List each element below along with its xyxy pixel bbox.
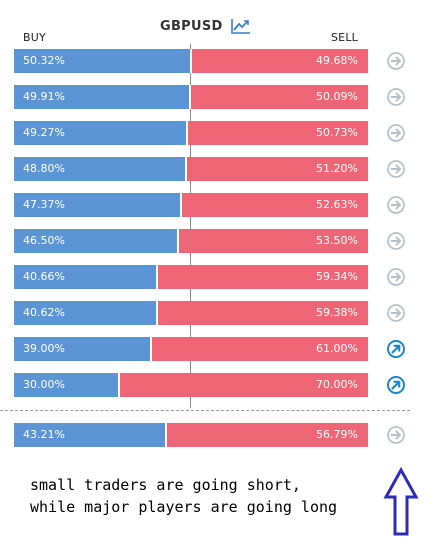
buy-bar bbox=[14, 423, 167, 447]
sell-percentage: 59.34% bbox=[316, 270, 358, 283]
arrow-right-circle-icon[interactable] bbox=[386, 303, 406, 323]
sell-percentage: 52.63% bbox=[316, 198, 358, 211]
sentiment-row: 50.32% 49.68% bbox=[14, 49, 368, 73]
sell-bar: 30.00% 70.00% bbox=[14, 373, 368, 397]
buy-percentage: 48.80% bbox=[23, 162, 65, 175]
sentiment-row: 49.91% 50.09% bbox=[14, 85, 368, 109]
buy-bar bbox=[14, 121, 188, 145]
buy-bar bbox=[14, 229, 179, 253]
sell-percentage: 50.09% bbox=[316, 90, 358, 103]
sell-percentage: 70.00% bbox=[316, 378, 358, 391]
annotation-line-1: small traders are going short, bbox=[30, 476, 301, 494]
sentiment-row: 48.80% 51.20% bbox=[14, 157, 368, 181]
sell-column-label: SELL bbox=[331, 31, 358, 44]
arrow-up-right-circle-icon[interactable] bbox=[386, 375, 406, 395]
buy-percentage: 49.27% bbox=[23, 126, 65, 139]
sell-percentage: 50.73% bbox=[316, 126, 358, 139]
sell-percentage: 59.38% bbox=[316, 306, 358, 319]
sell-bar: 50.32% 49.68% bbox=[14, 49, 368, 73]
sentiment-row: 49.27% 50.73% bbox=[14, 121, 368, 145]
sell-percentage: 53.50% bbox=[316, 234, 358, 247]
buy-percentage: 46.50% bbox=[23, 234, 65, 247]
buy-percentage: 43.21% bbox=[23, 428, 65, 441]
sell-bar: 43.21% 56.79% bbox=[14, 423, 368, 447]
arrow-right-circle-icon[interactable] bbox=[386, 231, 406, 251]
sell-bar: 39.00% 61.00% bbox=[14, 337, 368, 361]
arrow-right-circle-icon[interactable] bbox=[386, 425, 406, 445]
arrow-right-circle-icon[interactable] bbox=[386, 267, 406, 287]
outline-up-arrow-icon bbox=[383, 467, 419, 536]
sell-bar: 46.50% 53.50% bbox=[14, 229, 368, 253]
arrow-right-circle-icon[interactable] bbox=[386, 123, 406, 143]
trending-up-icon[interactable] bbox=[230, 18, 251, 34]
sell-bar: 48.80% 51.20% bbox=[14, 157, 368, 181]
sell-bar: 40.66% 59.34% bbox=[14, 265, 368, 289]
sell-percentage: 51.20% bbox=[316, 162, 358, 175]
buy-percentage: 50.32% bbox=[23, 54, 65, 67]
sell-bar: 40.62% 59.38% bbox=[14, 301, 368, 325]
sentiment-row: 47.37% 52.63% bbox=[14, 193, 368, 217]
sentiment-row: 40.62% 59.38% bbox=[14, 301, 368, 325]
sentiment-row: 39.00% 61.00% bbox=[14, 337, 368, 361]
symbol-title[interactable]: GBPUSD bbox=[160, 18, 223, 34]
sentiment-row: 40.66% 59.34% bbox=[14, 265, 368, 289]
buy-percentage: 40.66% bbox=[23, 270, 65, 283]
sell-percentage: 61.00% bbox=[316, 342, 358, 355]
buy-column-label: BUY bbox=[23, 31, 46, 44]
sell-bar: 47.37% 52.63% bbox=[14, 193, 368, 217]
sentiment-row: 30.00% 70.00% bbox=[14, 373, 368, 397]
arrow-right-circle-icon[interactable] bbox=[386, 159, 406, 179]
sell-percentage: 49.68% bbox=[316, 54, 358, 67]
symbol-header: GBPUSD bbox=[160, 16, 251, 36]
buy-bar bbox=[14, 85, 191, 109]
sell-percentage: 56.79% bbox=[316, 428, 358, 441]
buy-percentage: 49.91% bbox=[23, 90, 65, 103]
buy-percentage: 47.37% bbox=[23, 198, 65, 211]
buy-bar bbox=[14, 337, 152, 361]
arrow-right-circle-icon[interactable] bbox=[386, 87, 406, 107]
buy-bar bbox=[14, 301, 158, 325]
buy-bar bbox=[14, 157, 187, 181]
summary-divider bbox=[0, 410, 410, 411]
sentiment-row: 46.50% 53.50% bbox=[14, 229, 368, 253]
buy-bar bbox=[14, 373, 120, 397]
annotation-note: small traders are going short, while maj… bbox=[30, 474, 337, 518]
arrow-right-circle-icon[interactable] bbox=[386, 195, 406, 215]
buy-bar bbox=[14, 193, 182, 217]
summary-row: 43.21% 56.79% bbox=[14, 423, 368, 447]
fifty-percent-center-line bbox=[190, 44, 191, 408]
arrow-right-circle-icon[interactable] bbox=[386, 51, 406, 71]
arrow-up-right-circle-icon[interactable] bbox=[386, 339, 406, 359]
buy-bar bbox=[14, 265, 158, 289]
sell-bar: 49.27% 50.73% bbox=[14, 121, 368, 145]
buy-percentage: 30.00% bbox=[23, 378, 65, 391]
sell-bar: 49.91% 50.09% bbox=[14, 85, 368, 109]
annotation-line-2: while major players are going long bbox=[30, 498, 338, 516]
buy-bar bbox=[14, 49, 192, 73]
buy-percentage: 39.00% bbox=[23, 342, 65, 355]
buy-percentage: 40.62% bbox=[23, 306, 65, 319]
